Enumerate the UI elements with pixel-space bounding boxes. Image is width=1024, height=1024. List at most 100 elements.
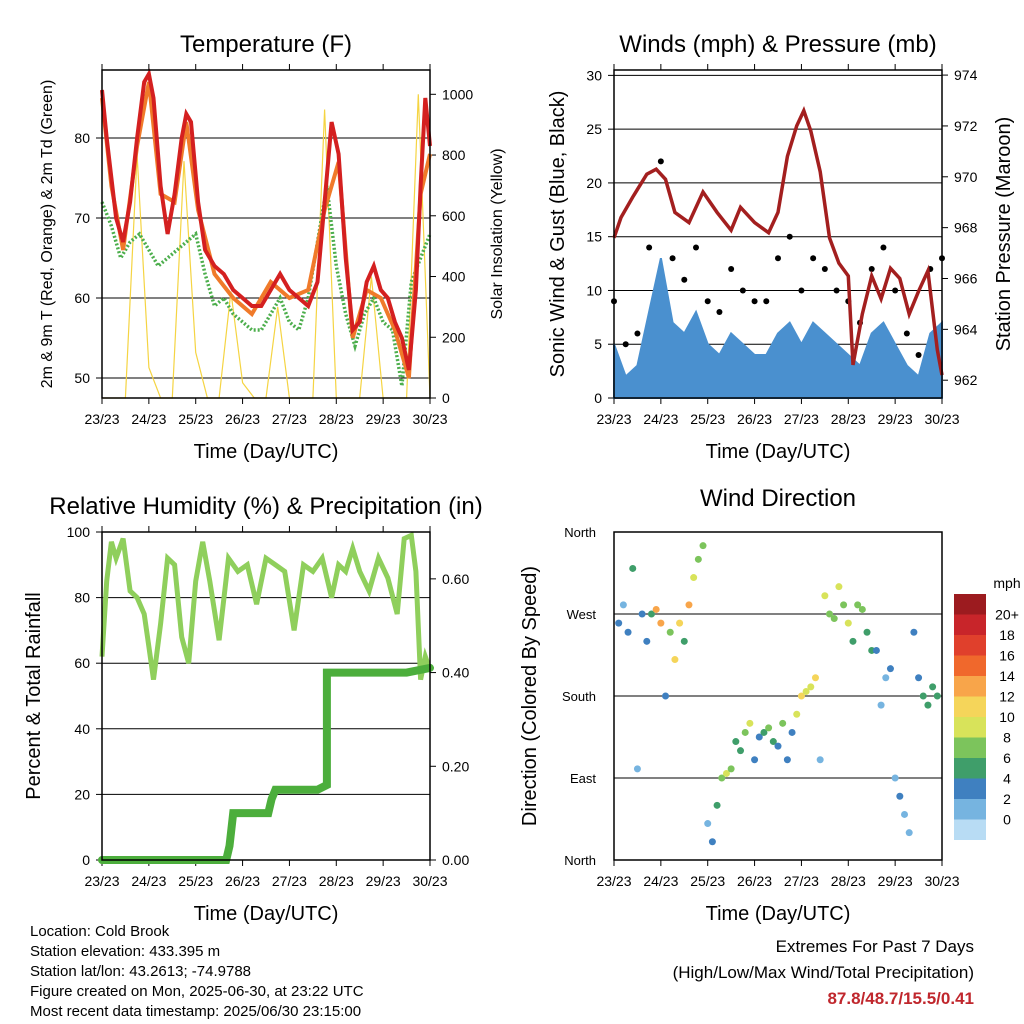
y-tick-label: North	[564, 525, 596, 540]
direction-point	[858, 605, 866, 613]
direction-point	[854, 601, 862, 609]
x-tick-label: 25/23	[690, 873, 725, 889]
y2-tick-label: 974	[954, 67, 978, 83]
direction-point	[840, 601, 848, 609]
direction-point	[741, 728, 749, 736]
gust-point	[669, 255, 676, 262]
direction-point	[704, 820, 712, 828]
series-solar-insolation	[102, 94, 431, 399]
x-tick-label: 29/23	[366, 873, 401, 889]
x-tick-label: 27/23	[272, 873, 307, 889]
direction-point	[619, 601, 627, 609]
legend-swatch	[954, 778, 986, 799]
y-tick-label: 0	[594, 390, 602, 406]
direction-point	[826, 610, 834, 618]
legend-label: 20+	[995, 607, 1019, 623]
gust-point	[763, 298, 770, 305]
series-sonic-wind	[613, 257, 943, 399]
direction-point	[690, 574, 698, 582]
legend-swatch	[954, 758, 986, 779]
y2-tick-label: 964	[954, 321, 978, 337]
speed-legend	[954, 594, 986, 840]
y2-tick-label: 968	[954, 220, 978, 236]
y-tick-label: 100	[67, 524, 91, 540]
y2-tick-label: 0.60	[442, 571, 469, 587]
panel-1-xlabel: Time (Day/UTC)	[194, 441, 339, 463]
y2-tick-label: 600	[442, 208, 466, 224]
panel-3-title: Relative Humidity (%) & Precipitation (i…	[49, 493, 482, 520]
x-tick-label: 30/23	[924, 411, 959, 427]
x-tick-label: 26/23	[737, 873, 772, 889]
y2-tick-label: 972	[954, 118, 978, 134]
x-tick-label: 28/23	[319, 873, 354, 889]
y2-tick-label: 0	[442, 390, 450, 406]
x-tick-label: 23/23	[596, 411, 631, 427]
latlon-text: Station lat/lon: 43.2613; -74.9788	[30, 963, 252, 980]
legend-label: 2	[1003, 791, 1011, 807]
direction-point	[891, 774, 899, 782]
direction-point	[929, 683, 937, 691]
y-tick-label: 0	[82, 852, 90, 868]
panel-1-frame	[101, 69, 431, 399]
direction-point	[896, 792, 904, 800]
direction-point	[760, 728, 768, 736]
direction-point	[722, 769, 730, 777]
y2-tick-label: 1000	[442, 86, 473, 102]
y2-tick-label: 400	[442, 269, 466, 285]
gust-point	[775, 255, 781, 262]
y2-tick-label: 970	[954, 169, 978, 185]
y-tick-label: 60	[74, 290, 90, 306]
gust-point	[833, 287, 840, 294]
panel-2-y2label: Station Pressure (Maroon)	[993, 117, 1015, 352]
gust-point	[704, 298, 711, 305]
gust-point	[880, 244, 887, 251]
x-tick-label: 27/23	[784, 411, 819, 427]
gust-point	[728, 265, 735, 272]
gust-point	[786, 233, 793, 240]
direction-point	[737, 747, 745, 755]
legend-label: 14	[999, 668, 1015, 684]
direction-point	[910, 628, 918, 636]
gust-point	[693, 244, 699, 251]
direction-point	[816, 756, 824, 764]
panel-3-xlabel: Time (Day/UTC)	[194, 903, 339, 925]
direction-point	[732, 738, 740, 746]
gust-point	[681, 276, 688, 283]
direction-point	[877, 701, 885, 709]
direction-point	[671, 656, 679, 664]
gust-point	[634, 330, 641, 337]
panel-3	[96, 526, 436, 866]
direction-point	[821, 592, 829, 600]
extremes-title: Extremes For Past 7 Days	[775, 937, 974, 956]
y-tick-label: 50	[74, 370, 90, 386]
panel-1	[96, 64, 436, 404]
x-tick-label: 25/23	[690, 411, 725, 427]
direction-point	[633, 765, 641, 773]
y2-tick-label: 966	[954, 270, 978, 286]
direction-point	[882, 674, 890, 682]
direction-point	[779, 719, 787, 727]
panel-4-ylabel: Direction (Colored By Speed)	[519, 566, 541, 826]
y-tick-label: 40	[74, 721, 90, 737]
direction-point	[727, 765, 735, 773]
gust-point	[915, 351, 922, 358]
series-9m-t	[100, 81, 432, 379]
direction-point	[676, 619, 684, 627]
direction-point	[662, 692, 670, 700]
x-tick-label: 23/23	[84, 411, 119, 427]
panel-4-title: Wind Direction	[700, 485, 856, 512]
legend-label: 6	[1003, 750, 1011, 766]
panel-1-ylabel: 2m & 9m T (Red, Orange) & 2m Td (Green)	[39, 80, 56, 389]
y-tick-label: 25	[586, 121, 602, 137]
direction-point	[718, 774, 726, 782]
legend-label: 12	[999, 689, 1015, 705]
panel-4-frame	[613, 531, 943, 861]
direction-point	[783, 756, 791, 764]
legend-swatch	[954, 594, 986, 615]
gust-point	[751, 298, 758, 305]
y-tick-label: 10	[586, 282, 602, 298]
legend-swatch	[954, 696, 986, 717]
direction-point	[638, 610, 646, 618]
y2-tick-label: 0.40	[442, 665, 469, 681]
direction-point	[713, 801, 721, 809]
